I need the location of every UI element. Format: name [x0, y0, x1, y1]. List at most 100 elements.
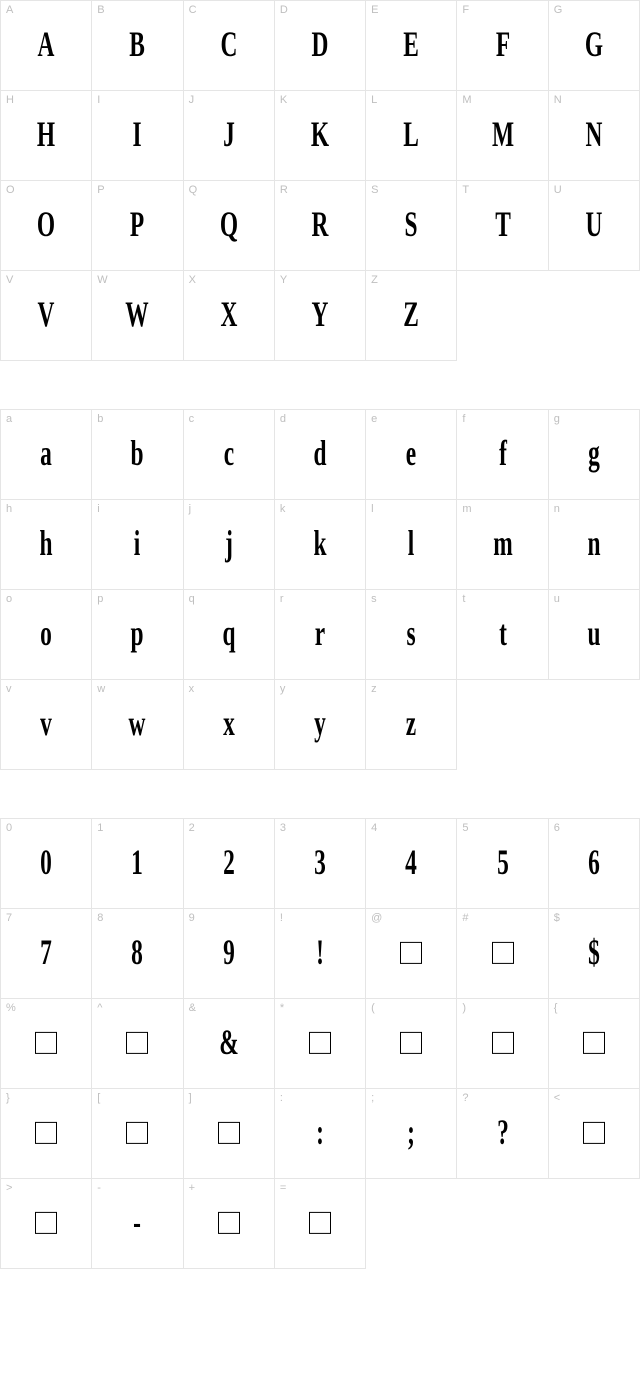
cell-key-label: u: [554, 593, 560, 605]
glyph-char: 0: [40, 840, 52, 882]
cell-key-label: s: [371, 593, 377, 605]
cell-glyph: :: [314, 1110, 326, 1152]
cell-key-label: ]: [189, 1092, 192, 1104]
cell-glyph: [218, 1110, 240, 1152]
section-lowercase: aabbccddeeffgghhiijjkkllmmnnooppqqrrsstt…: [0, 409, 640, 770]
cell-key-label: [: [97, 1092, 100, 1104]
cell-key-label: $: [554, 912, 560, 924]
cell-key-label: :: [280, 1092, 283, 1104]
glyph-char: $: [588, 930, 600, 972]
cell-glyph: 2: [220, 840, 238, 882]
cell-glyph: h: [36, 521, 56, 563]
glyph-char: :: [316, 1110, 324, 1152]
cell-glyph: !: [314, 930, 326, 972]
glyph-cell: OO: [1, 181, 92, 271]
cell-glyph: U: [581, 202, 607, 244]
cell-glyph: 1: [128, 840, 146, 882]
glyph-cell: VV: [1, 271, 92, 361]
cell-glyph: -: [131, 1200, 143, 1242]
glyph-char: T: [495, 202, 511, 244]
cell-glyph: 9: [220, 930, 238, 972]
glyph-char: i: [134, 521, 141, 563]
cell-glyph: g: [585, 431, 603, 473]
glyph-char: ;: [407, 1110, 415, 1152]
missing-glyph-icon: [400, 941, 422, 963]
glyph-char: G: [585, 22, 603, 64]
glyph-char: Y: [312, 292, 329, 334]
cell-key-label: (: [371, 1002, 375, 1014]
glyph-cell: HH: [1, 91, 92, 181]
cell-glyph: $: [585, 930, 603, 972]
cell-glyph: T: [491, 202, 515, 244]
glyph-cell: uu: [549, 590, 640, 680]
section-gap: [0, 361, 640, 409]
cell-glyph: C: [216, 22, 242, 64]
empty-cell: [457, 271, 548, 361]
glyph-char: 5: [497, 840, 509, 882]
cell-glyph: k: [310, 521, 330, 563]
cell-key-label: n: [554, 503, 560, 515]
character-map-page: AABBCCDDEEFFGGHHIIJJKKLLMMNNOOPPQQRRSSTT…: [0, 0, 640, 1269]
cell-key-label: v: [6, 683, 12, 695]
cell-glyph: B: [125, 22, 149, 64]
cell-glyph: Z: [399, 292, 423, 334]
cell-glyph: G: [580, 22, 608, 64]
cell-glyph: q: [219, 611, 239, 653]
cell-key-label: U: [554, 184, 562, 196]
glyph-cell: dd: [275, 410, 366, 500]
cell-key-label: a: [6, 413, 12, 425]
cell-glyph: [126, 1110, 148, 1152]
glyph-cell: ]: [184, 1089, 275, 1179]
glyph-cell: tt: [457, 590, 548, 680]
glyph-char: s: [407, 611, 416, 653]
glyph-cell: QQ: [184, 181, 275, 271]
glyph-char: n: [587, 521, 600, 563]
empty-cell: [549, 680, 640, 770]
glyph-cell: *: [275, 999, 366, 1089]
glyph-char: 3: [314, 840, 326, 882]
glyph-cell: 99: [184, 909, 275, 999]
cell-glyph: y: [311, 701, 329, 743]
cell-key-label: S: [371, 184, 378, 196]
glyph-cell: +: [184, 1179, 275, 1269]
glyph-cell: --: [92, 1179, 183, 1269]
glyph-char: x: [223, 701, 235, 743]
cell-glyph: 0: [37, 840, 55, 882]
glyph-cell: CC: [184, 1, 275, 91]
cell-key-label: m: [462, 503, 471, 515]
cell-key-label: P: [97, 184, 104, 196]
glyph-char: J: [223, 112, 235, 154]
glyph-cell: jj: [184, 500, 275, 590]
glyph-char: L: [403, 112, 419, 154]
cell-key-label: 5: [462, 822, 468, 834]
cell-glyph: [35, 1110, 57, 1152]
cell-glyph: l: [406, 521, 416, 563]
cell-key-label: 4: [371, 822, 377, 834]
glyph-char: D: [312, 22, 329, 64]
cell-glyph: 8: [128, 930, 146, 972]
cell-key-label: ?: [462, 1092, 468, 1104]
glyph-cell: ww: [92, 680, 183, 770]
cell-glyph: S: [401, 202, 421, 244]
glyph-char: N: [585, 112, 602, 154]
glyph-cell: zz: [366, 680, 457, 770]
glyph-char: H: [37, 112, 55, 154]
cell-key-label: =: [280, 1182, 286, 1194]
cell-key-label: q: [189, 593, 195, 605]
cell-key-label: &: [189, 1002, 196, 1014]
cell-key-label: L: [371, 94, 377, 106]
section-uppercase: AABBCCDDEEFFGGHHIIJJKKLLMMNNOOPPQQRRSSTT…: [0, 0, 640, 361]
cell-glyph: 5: [494, 840, 512, 882]
glyph-char: 2: [223, 840, 235, 882]
cell-glyph: R: [307, 202, 333, 244]
glyph-char: 6: [588, 840, 600, 882]
cell-glyph: a: [37, 431, 55, 473]
cell-key-label: E: [371, 4, 378, 16]
cell-key-label: Z: [371, 274, 378, 286]
cell-glyph: O: [32, 202, 60, 244]
glyph-char: 7: [40, 930, 52, 972]
cell-glyph: J: [220, 112, 238, 154]
glyph-char: m: [493, 521, 513, 563]
cell-glyph: [400, 930, 422, 972]
cell-glyph: z: [403, 701, 419, 743]
